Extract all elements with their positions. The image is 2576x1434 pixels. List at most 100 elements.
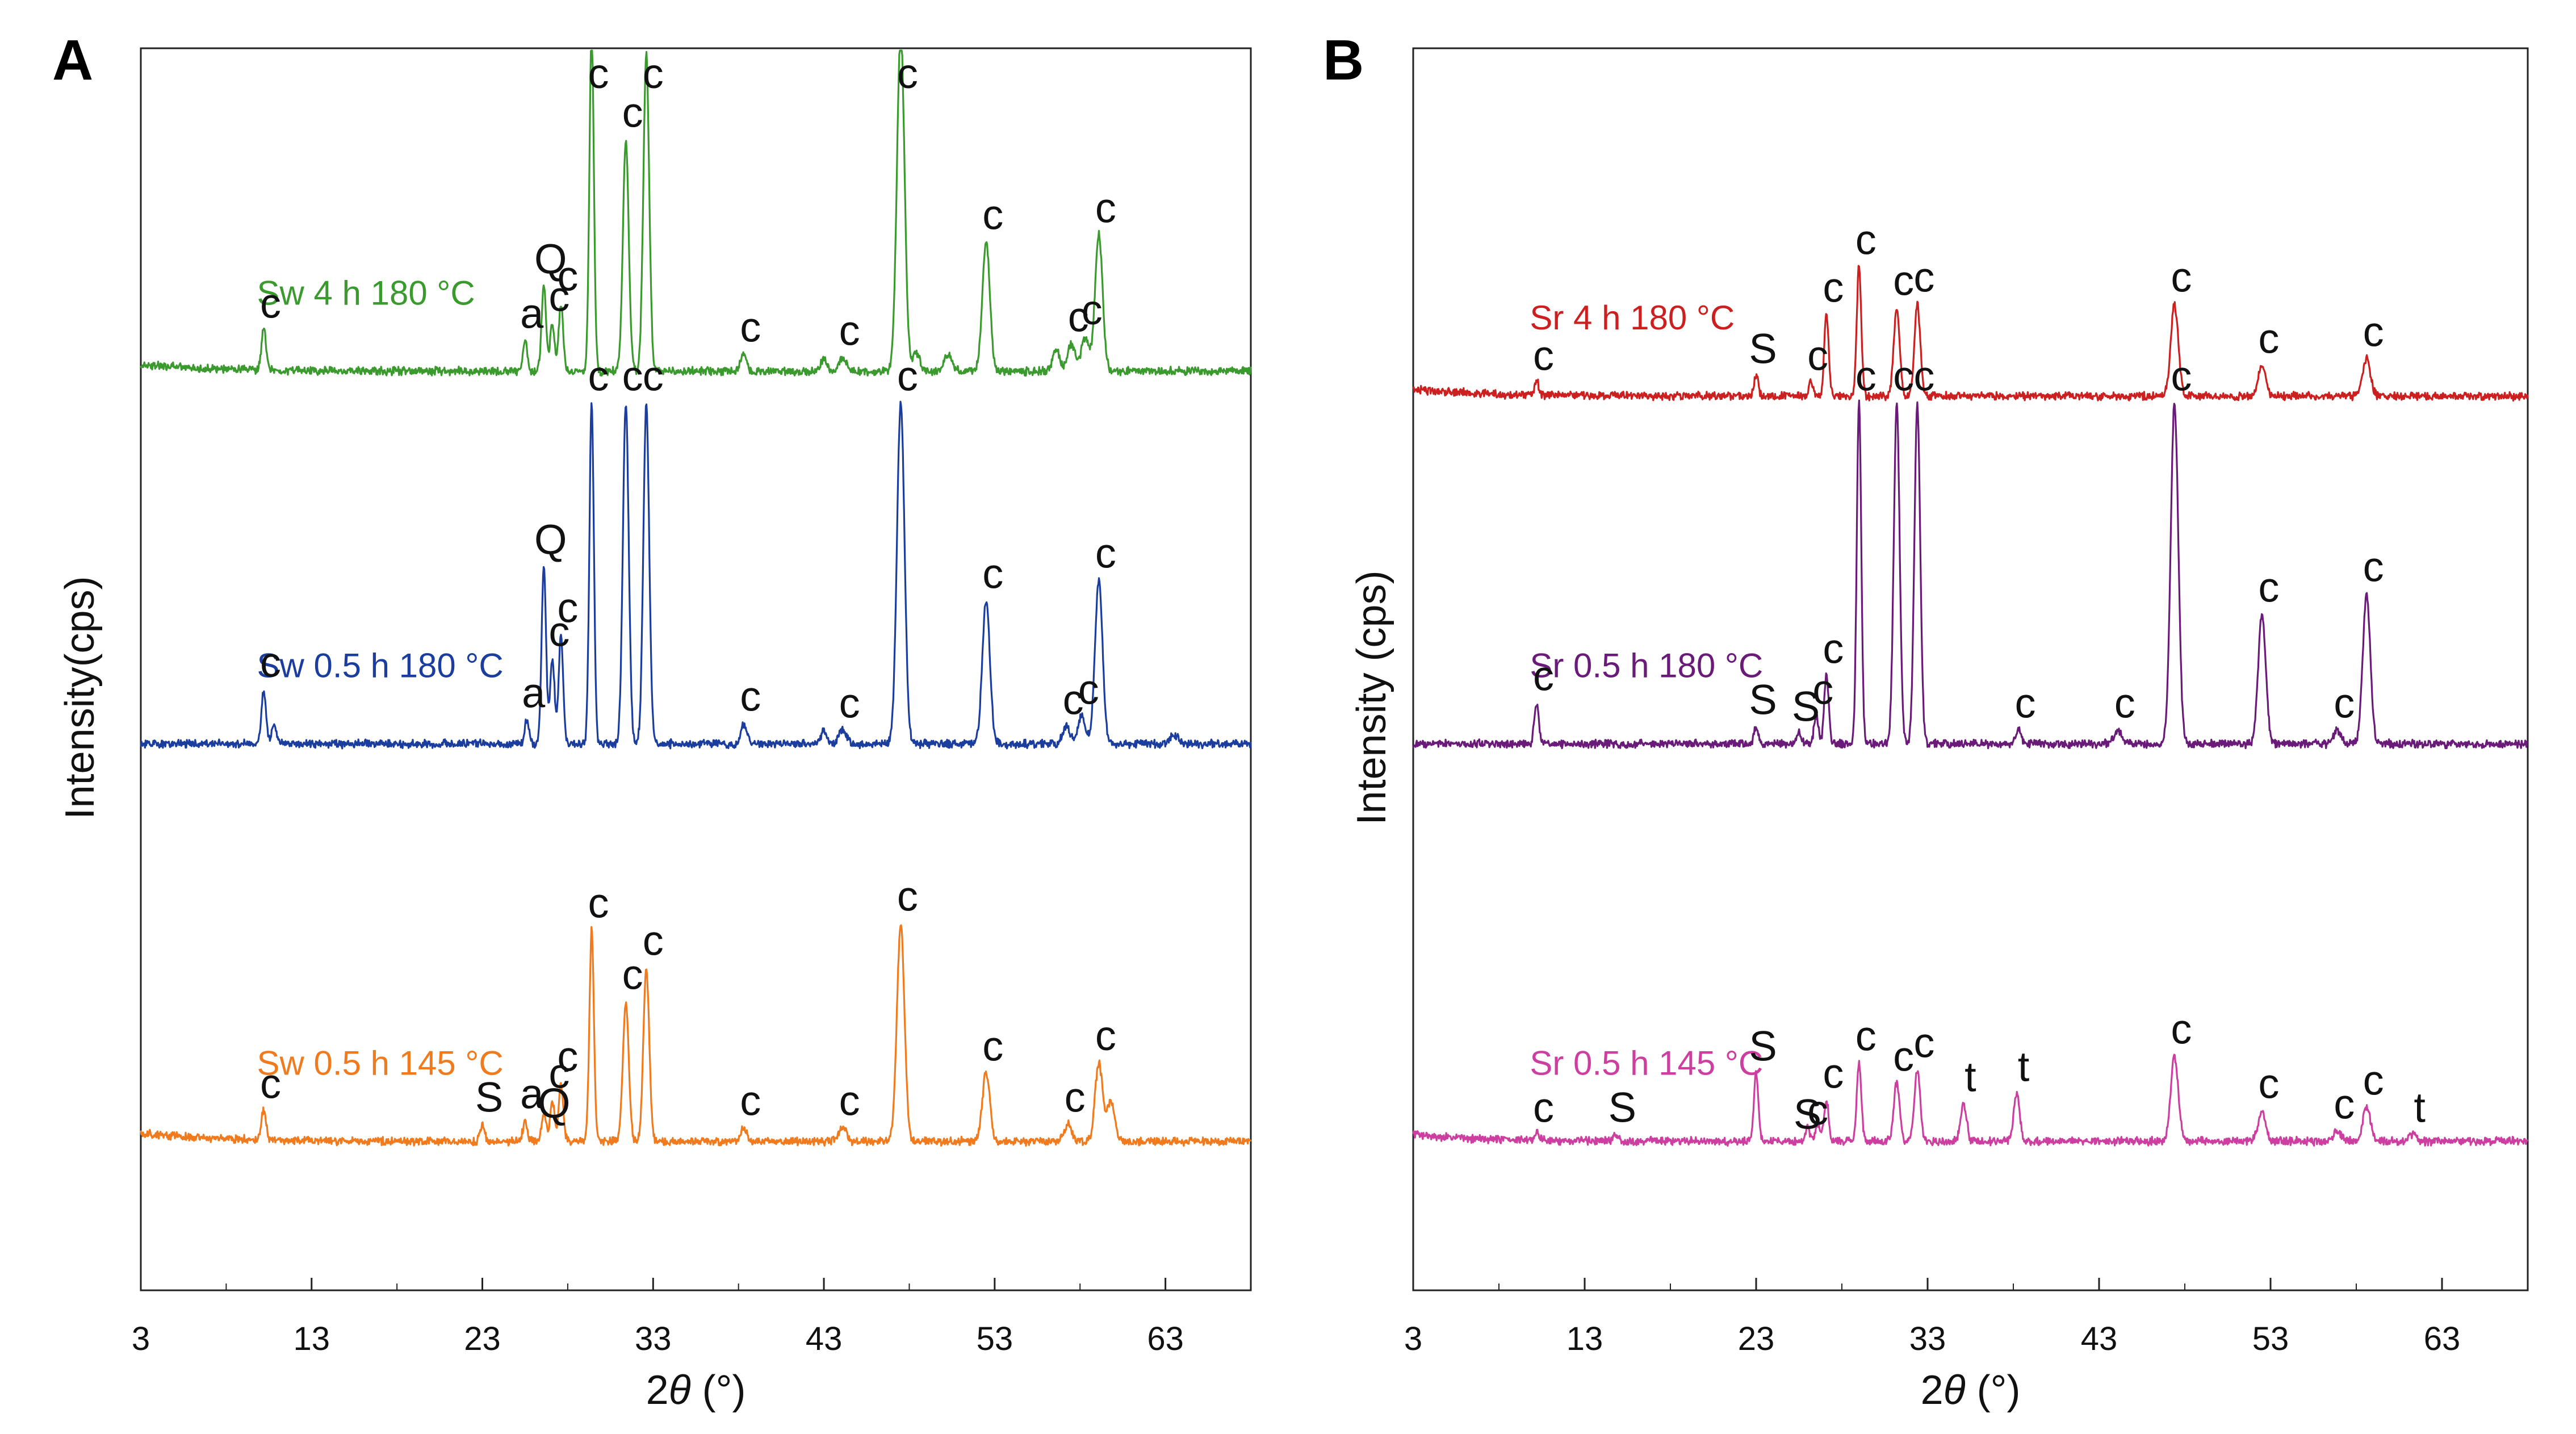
peak-label: c xyxy=(740,1077,761,1124)
x-tick-label: 53 xyxy=(977,1320,1013,1357)
peak-label: Q xyxy=(534,236,567,283)
peak-label: c xyxy=(740,673,761,720)
peak-label: S xyxy=(475,1074,503,1121)
peak-label: c xyxy=(1823,264,1844,311)
peak-label: a xyxy=(520,1071,544,1118)
x-tick-label: 33 xyxy=(1909,1320,1946,1357)
peak-label: Q xyxy=(538,1080,571,1127)
peak-label: c xyxy=(1068,294,1089,341)
x-tick-label: 33 xyxy=(635,1320,672,1357)
peak-label: c xyxy=(1855,1013,1876,1060)
peak-label: S xyxy=(1749,325,1777,372)
peak-label: c xyxy=(2171,1006,2192,1053)
peak-label: c xyxy=(1823,625,1844,672)
x-axis-label: 2θ (°) xyxy=(646,1368,746,1413)
peak-label: c xyxy=(1893,1033,1914,1080)
peak-label: c xyxy=(839,1077,860,1124)
x-tick-label: 23 xyxy=(1738,1320,1775,1357)
series-name-label: Sr 4 h 180 °C xyxy=(1530,299,1735,337)
peak-label: S xyxy=(1609,1084,1636,1131)
peak-label: c xyxy=(1855,216,1876,263)
series-line xyxy=(1412,1053,2529,1147)
x-tick-label: 3 xyxy=(1404,1320,1422,1357)
peak-label: c xyxy=(2363,544,2384,591)
series-name-label: Sw 0.5 h 180 °C xyxy=(257,646,504,684)
peak-label: c xyxy=(839,307,860,354)
peak-label: c xyxy=(2363,1057,2384,1104)
peak-label: c xyxy=(1913,1019,1934,1067)
peak-label: c xyxy=(740,304,761,351)
x-tick-label: 63 xyxy=(1147,1320,1184,1357)
peak-label: c xyxy=(1095,530,1116,577)
peak-label: c xyxy=(643,353,664,400)
peak-label: c xyxy=(982,550,1003,597)
peak-label: c xyxy=(2171,353,2192,400)
peak-label: c xyxy=(557,584,578,632)
peak-label: c xyxy=(897,353,918,400)
peak-label: S xyxy=(1792,683,1820,730)
panel-label: A xyxy=(52,28,93,92)
peak-label: a xyxy=(522,670,546,717)
peak-label: c xyxy=(643,50,664,97)
peak-label: c xyxy=(1082,286,1103,333)
peak-label: c xyxy=(622,89,643,136)
peak-label: c xyxy=(2363,308,2384,355)
series-name-label: Sw 0.5 h 145 °C xyxy=(257,1044,504,1082)
peak-label: c xyxy=(1063,676,1084,724)
peak-label: t xyxy=(1965,1053,1976,1101)
peak-label: c xyxy=(2171,253,2192,300)
peak-label: c xyxy=(1855,353,1876,400)
peak-label: c xyxy=(260,1060,281,1107)
peak-label: c xyxy=(1913,253,1934,300)
panel-a-chart: A 3 13 23 33 43 53 63 2θ (°) Intensity(cps) Sw 4 h… xyxy=(52,28,1252,1413)
peak-label: c xyxy=(622,353,643,400)
peak-label: c xyxy=(1533,332,1554,379)
peak-label: c xyxy=(1913,353,1934,400)
peak-label: c xyxy=(1812,666,1833,713)
peak-label: c xyxy=(588,880,609,927)
peak-label: c xyxy=(982,1023,1003,1070)
peak-label: c xyxy=(982,191,1003,239)
peak-label: c xyxy=(1823,1050,1844,1097)
plot-frame xyxy=(1412,47,2529,1291)
series-name-label: Sw 4 h 180 °C xyxy=(257,274,475,312)
peak-label: a xyxy=(520,290,544,337)
series-line xyxy=(140,400,1252,750)
plot-frame xyxy=(140,47,1252,1291)
peak-label: c xyxy=(1533,653,1554,700)
peak-label: c xyxy=(588,50,609,97)
series-line xyxy=(140,924,1252,1147)
peak-label: c xyxy=(260,280,281,327)
peak-label: c xyxy=(1065,1074,1086,1121)
panel-b-chart: B 3 13 23 33 43 53 63 2θ (°) Intensity (cps) Sr 4 … xyxy=(1323,28,2529,1413)
series-line xyxy=(1412,399,2528,750)
x-tick-label: 43 xyxy=(2081,1320,2118,1357)
peak-label: c xyxy=(839,680,860,727)
peak-label: c xyxy=(643,917,664,964)
peak-label: c xyxy=(260,639,281,686)
peak-label: S xyxy=(1749,676,1777,724)
panel-label: B xyxy=(1323,28,1364,92)
x-tick-label: 13 xyxy=(294,1320,330,1357)
peak-label: c xyxy=(1807,332,1828,379)
x-tick-label: 23 xyxy=(464,1320,501,1357)
peak-label: c xyxy=(1807,1086,1828,1134)
y-axis-label: Intensity(cps) xyxy=(57,576,103,819)
peak-label: c xyxy=(1078,666,1099,713)
peak-label: c xyxy=(2334,1081,2355,1128)
series-line xyxy=(1412,265,2529,402)
peak-label: c xyxy=(557,1033,578,1080)
peak-label: c xyxy=(1095,1012,1116,1059)
x-axis-label: 2θ (°) xyxy=(1921,1368,2021,1413)
peak-label: c xyxy=(2258,564,2279,611)
series-name-label: Sr 0.5 h 180 °C xyxy=(1530,646,1763,684)
peak-label: c xyxy=(622,951,643,998)
peak-label: c xyxy=(897,873,918,920)
x-tick-label: 13 xyxy=(1566,1320,1603,1357)
x-tick-label: 63 xyxy=(2424,1320,2461,1357)
y-axis-label: Intensity (cps) xyxy=(1349,570,1394,825)
peak-label: c xyxy=(2334,680,2355,727)
